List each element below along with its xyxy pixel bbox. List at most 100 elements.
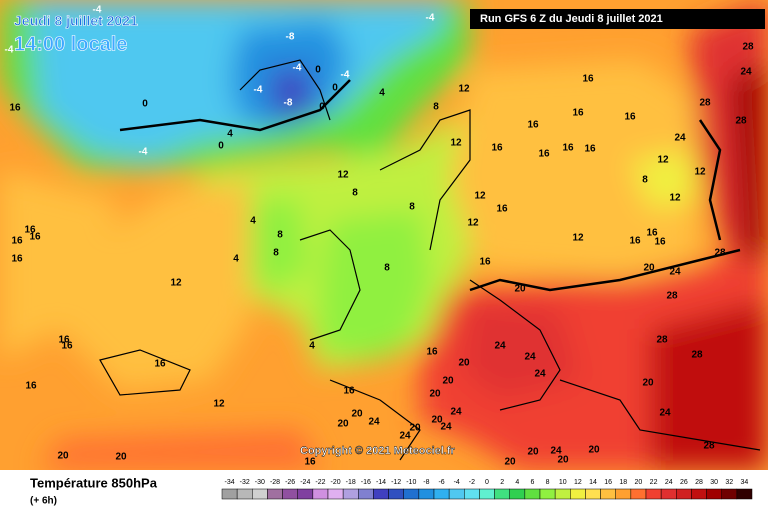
color-scale: -34 -32 -30 -28 -26 -24 -22 -20 -18 -16 -14 -12 -10-… <box>221 479 753 500</box>
contour-label: 24 <box>669 267 681 278</box>
contour-label: 16 <box>343 386 355 397</box>
contour-label: 20 <box>351 409 363 420</box>
contour-label: 8 <box>384 263 390 274</box>
contour-label: 24 <box>550 446 562 457</box>
scale-label: -4 <box>454 479 460 486</box>
contour-label: 28 <box>735 116 747 127</box>
scale-swatch <box>736 488 753 500</box>
scale-swatch <box>282 488 298 500</box>
scale-label: -16 <box>361 479 371 486</box>
contour-label: 24 <box>524 352 536 363</box>
contour-label: 20 <box>514 284 526 295</box>
scale-swatch <box>252 488 268 500</box>
scale-swatch <box>297 488 314 500</box>
contour-label: 12 <box>213 399 225 410</box>
contour-lines <box>119 79 741 292</box>
scale-label: 0 <box>485 479 489 486</box>
contour-label: 16 <box>304 457 316 468</box>
scale-swatch <box>554 488 571 500</box>
contour-label: 12 <box>450 138 462 149</box>
scale-label: 12 <box>574 479 582 486</box>
scale-label: 6 <box>530 479 534 486</box>
contour-label: 20 <box>429 389 441 400</box>
scale-label: -30 <box>255 479 265 486</box>
scale-swatch <box>676 488 692 500</box>
scale-label: 8 <box>546 479 550 486</box>
scale-label: -34 <box>225 479 235 486</box>
contour-label: 20 <box>458 358 470 369</box>
contour-label: 4 <box>379 88 385 99</box>
contour-label: -4 <box>293 63 302 74</box>
contour-label: 16 <box>584 144 596 155</box>
scale-label: 22 <box>650 479 658 486</box>
contour-label: 12 <box>467 218 479 229</box>
contour-label: 12 <box>170 278 182 289</box>
contour-label: 28 <box>691 350 703 361</box>
scale-label: -6 <box>438 479 444 486</box>
scale-swatch <box>373 488 389 500</box>
contour-label: 16 <box>629 236 641 247</box>
scale-label: 34 <box>741 479 749 486</box>
contour-label: -4 <box>139 147 148 158</box>
contour-label: 16 <box>496 204 508 215</box>
scale-label: 32 <box>725 479 733 486</box>
scale-label: 2 <box>500 479 504 486</box>
scale-swatch <box>327 488 344 500</box>
scale-label: -14 <box>376 479 386 486</box>
scale-label: 20 <box>635 479 643 486</box>
contour-label: 0 <box>142 99 148 110</box>
scale-swatch <box>630 488 647 500</box>
scale-swatch <box>660 488 677 500</box>
scale-label: -10 <box>406 479 416 486</box>
scale-swatch <box>236 488 253 500</box>
contour-label: 24 <box>534 369 546 380</box>
contour-label: 24 <box>494 341 506 352</box>
contour-label: 0 <box>315 65 321 76</box>
forecast-time: 14:00 locale <box>14 33 127 55</box>
legend-step: (+ 6h) <box>30 496 57 507</box>
contour-label: 24 <box>674 133 686 144</box>
contour-label: 16 <box>624 112 636 123</box>
contour-label: 20 <box>504 457 516 468</box>
contour-label: 8 <box>352 188 358 199</box>
contour-label: 16 <box>11 236 23 247</box>
scale-swatch <box>600 488 616 500</box>
contour-label: 16 <box>582 74 594 85</box>
scale-swatch <box>539 488 556 500</box>
scale-swatch <box>721 488 738 500</box>
contour-label: 24 <box>368 417 380 428</box>
contour-label: 12 <box>474 191 486 202</box>
scale-label: 4 <box>515 479 519 486</box>
scale-label: 26 <box>680 479 688 486</box>
scale-swatch <box>479 488 495 500</box>
scale-swatch <box>645 488 662 500</box>
contour-label: 4 <box>309 341 315 352</box>
scale-swatch <box>312 488 329 500</box>
coastlines <box>99 59 761 461</box>
copyright: Copyright © 2021 Meteociel.fr <box>300 445 456 457</box>
scale-label: -8 <box>423 479 429 486</box>
contour-label: 16 <box>426 347 438 358</box>
contour-label: 20 <box>115 452 127 463</box>
scale-label: -20 <box>331 479 341 486</box>
contour-label: 0 <box>218 141 224 152</box>
contour-label: -4 <box>254 85 263 96</box>
scale-swatch <box>464 488 480 500</box>
contour-label: 20 <box>588 445 600 456</box>
contour-label: 4 <box>250 216 256 227</box>
scale-swatch <box>524 488 541 500</box>
contour-label: 12 <box>657 155 669 166</box>
contour-label: 16 <box>479 257 491 268</box>
scale-label: -2 <box>469 479 475 486</box>
contour-label: -8 <box>286 32 295 43</box>
scale-swatch <box>267 488 283 500</box>
contour-label: 16 <box>154 359 166 370</box>
scale-swatch <box>706 488 722 500</box>
scale-swatch <box>433 488 450 500</box>
contour-label: 8 <box>642 175 648 186</box>
contour-label: 28 <box>714 248 726 259</box>
contour-label: 8 <box>433 102 439 113</box>
contour-label: 24 <box>399 431 411 442</box>
